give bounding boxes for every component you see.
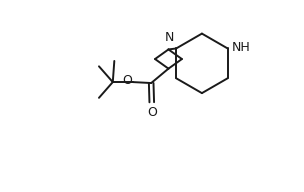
Text: O: O	[147, 106, 157, 119]
Text: N: N	[165, 31, 174, 44]
Text: NH: NH	[232, 41, 251, 54]
Text: O: O	[122, 74, 132, 87]
